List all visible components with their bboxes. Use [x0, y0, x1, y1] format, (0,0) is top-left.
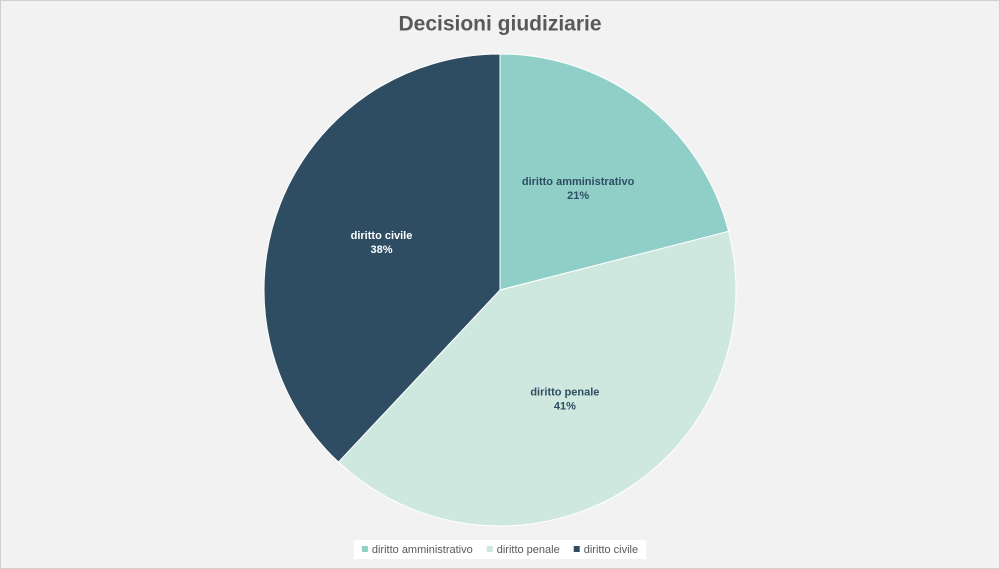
legend-swatch — [362, 546, 368, 552]
slice-category-label: diritto amministrativo — [522, 176, 635, 188]
slice-value-label: 21% — [567, 190, 589, 202]
legend-label: diritto penale — [497, 544, 560, 556]
legend-swatch — [487, 546, 493, 552]
legend: diritto amministrativo diritto penale diri… — [354, 540, 646, 559]
slice-value-label: 38% — [370, 244, 392, 256]
chart: Decisioni giudiziarie diritto amministra… — [0, 0, 1000, 569]
legend-label: diritto civile — [584, 544, 638, 556]
chart-title: Decisioni giudiziarie — [398, 13, 601, 36]
slice-category-label: diritto civile — [351, 230, 413, 242]
slice-category-label: diritto penale — [530, 387, 599, 399]
page: Decisioni giudiziarie diritto amministra… — [0, 0, 1000, 569]
legend-swatch — [574, 546, 580, 552]
slice-value-label: 41% — [554, 401, 576, 413]
legend-label: diritto amministrativo — [372, 544, 473, 556]
